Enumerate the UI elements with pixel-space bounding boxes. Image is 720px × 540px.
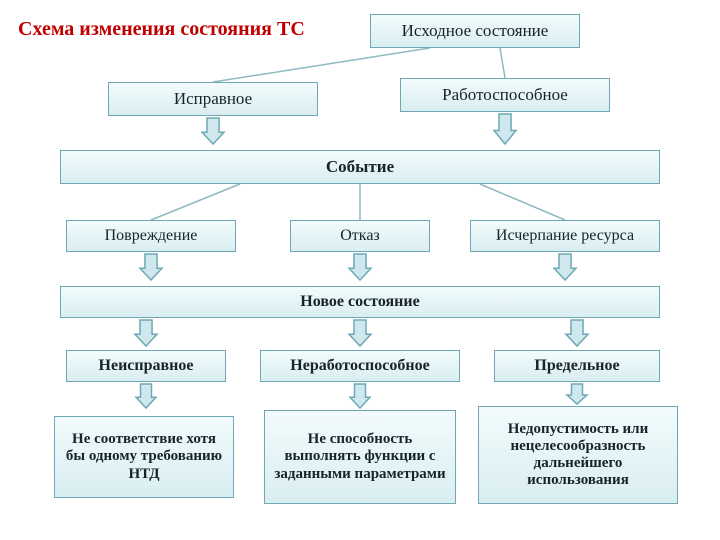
node-event: Событие [60, 150, 660, 184]
node-good: Исправное [108, 82, 318, 116]
node-dmg: Повреждение [66, 220, 236, 252]
diagram-stage: Схема изменения состояния ТС Исходное со… [0, 0, 720, 540]
node-limit: Предельное [494, 350, 660, 382]
node-work: Работоспособное [400, 78, 610, 112]
node-d1: Не соответствие хотя бы одному требовани… [54, 416, 234, 498]
node-d3: Недопустимость или нецелесообразность да… [478, 406, 678, 504]
node-fail: Отказ [290, 220, 430, 252]
diagram-title: Схема изменения состояния ТС [18, 18, 305, 41]
node-d2: Не способность выполнять функции с задан… [264, 410, 456, 504]
node-nowork: Неработоспособное [260, 350, 460, 382]
node-res: Исчерпание ресурса [470, 220, 660, 252]
node-root: Исходное состояние [370, 14, 580, 48]
node-bad: Неисправное [66, 350, 226, 382]
node-new: Новое состояние [60, 286, 660, 318]
